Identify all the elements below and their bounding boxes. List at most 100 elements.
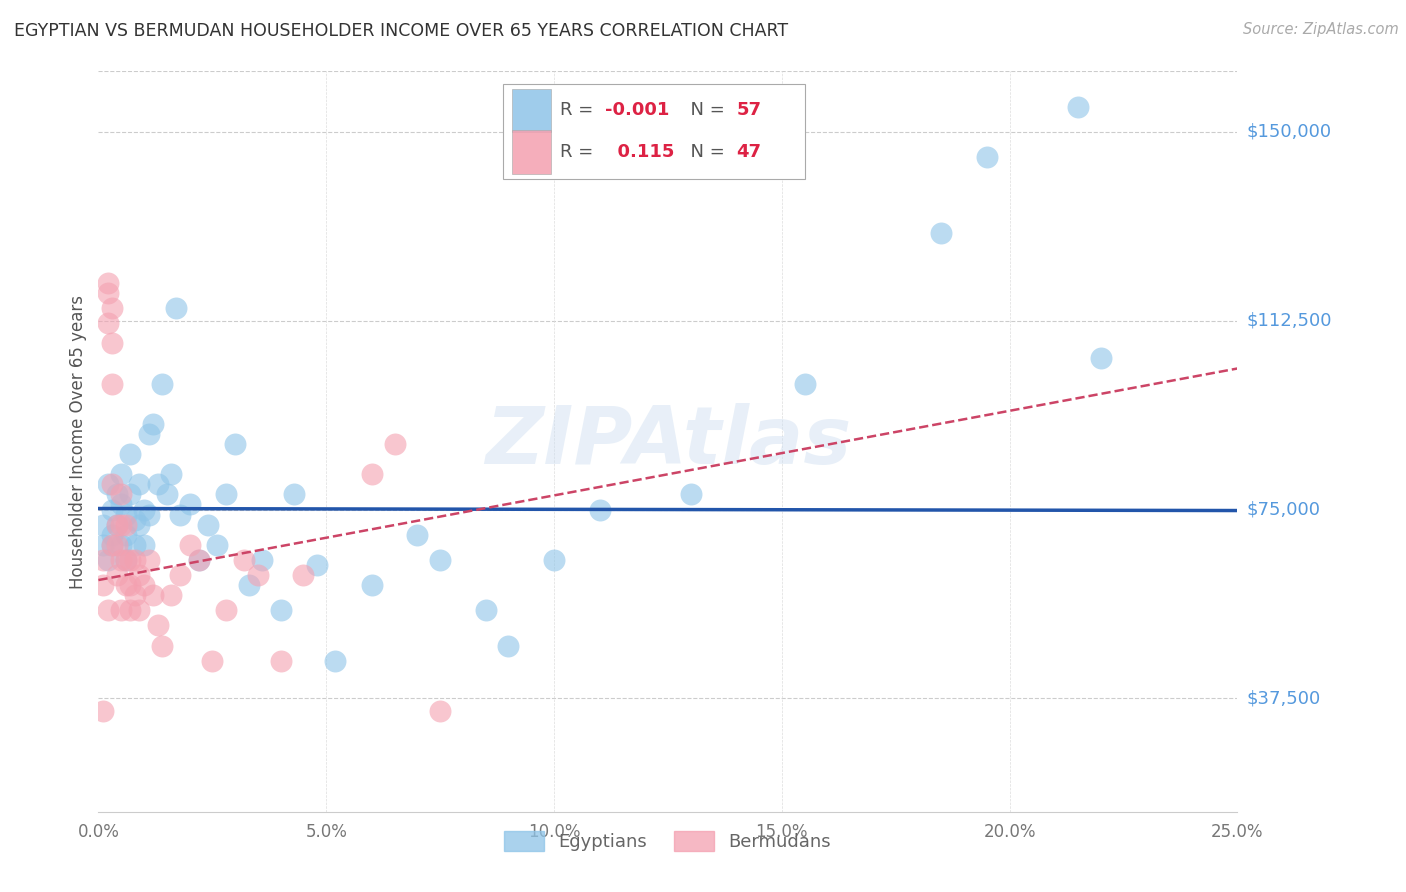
- Point: [110, 538, 132, 552]
- Point: [360, 467, 382, 482]
- Point: [128, 603, 150, 617]
- Point: [128, 517, 150, 532]
- Point: [96, 316, 118, 330]
- Point: [976, 150, 998, 164]
- Point: [1067, 100, 1090, 114]
- Point: [142, 588, 165, 602]
- Point: [238, 578, 260, 592]
- Point: [132, 578, 155, 592]
- Point: [307, 558, 329, 572]
- Point: [360, 578, 382, 592]
- Point: [197, 517, 219, 532]
- Point: [105, 517, 128, 532]
- Point: [101, 538, 124, 552]
- Point: [114, 553, 136, 567]
- Text: 47: 47: [737, 144, 761, 161]
- Text: 0.115: 0.115: [605, 144, 675, 161]
- Point: [105, 517, 128, 532]
- Point: [246, 568, 269, 582]
- Point: [429, 704, 451, 718]
- Point: [233, 553, 256, 567]
- Point: [101, 336, 124, 351]
- Point: [323, 654, 346, 668]
- Point: [101, 301, 124, 315]
- Point: [110, 487, 132, 501]
- Text: 57: 57: [737, 102, 761, 120]
- Point: [169, 508, 191, 522]
- Point: [105, 487, 128, 501]
- Point: [929, 226, 952, 240]
- Point: [429, 553, 451, 567]
- Y-axis label: Householder Income Over 65 years: Householder Income Over 65 years: [69, 294, 87, 589]
- Point: [110, 467, 132, 482]
- Point: [120, 553, 142, 567]
- Point: [1090, 351, 1112, 366]
- Point: [110, 498, 132, 512]
- Point: [124, 588, 146, 602]
- Point: [124, 513, 146, 527]
- Point: [146, 618, 169, 632]
- Point: [91, 538, 114, 552]
- Point: [179, 538, 201, 552]
- Legend: Egyptians, Bermudans: Egyptians, Bermudans: [498, 824, 838, 858]
- Text: $75,000: $75,000: [1246, 500, 1320, 518]
- Point: [224, 437, 246, 451]
- Point: [138, 508, 160, 522]
- Point: [110, 517, 132, 532]
- Point: [114, 517, 136, 532]
- Point: [114, 527, 136, 541]
- Point: [793, 376, 815, 391]
- Point: [110, 553, 132, 567]
- Point: [114, 508, 136, 522]
- Point: [187, 553, 209, 567]
- Text: EGYPTIAN VS BERMUDAN HOUSEHOLDER INCOME OVER 65 YEARS CORRELATION CHART: EGYPTIAN VS BERMUDAN HOUSEHOLDER INCOME …: [14, 22, 789, 40]
- Text: R =: R =: [560, 144, 599, 161]
- Point: [120, 447, 142, 461]
- Point: [105, 568, 128, 582]
- Point: [384, 437, 406, 451]
- Text: $112,500: $112,500: [1246, 311, 1331, 330]
- Text: -0.001: -0.001: [605, 102, 669, 120]
- Text: ZIPAtlas: ZIPAtlas: [485, 402, 851, 481]
- Point: [91, 578, 114, 592]
- Point: [91, 704, 114, 718]
- Point: [120, 603, 142, 617]
- Point: [150, 639, 173, 653]
- Point: [128, 477, 150, 491]
- Point: [270, 603, 292, 617]
- Point: [96, 553, 118, 567]
- Point: [283, 487, 305, 501]
- Point: [270, 654, 292, 668]
- Point: [160, 588, 183, 602]
- Point: [292, 568, 315, 582]
- Point: [128, 568, 150, 582]
- Point: [156, 487, 179, 501]
- FancyBboxPatch shape: [512, 88, 551, 132]
- Point: [91, 517, 114, 532]
- Point: [142, 417, 165, 431]
- Point: [679, 487, 702, 501]
- FancyBboxPatch shape: [512, 130, 551, 174]
- Point: [132, 538, 155, 552]
- Point: [165, 301, 187, 315]
- Point: [120, 487, 142, 501]
- Point: [101, 527, 124, 541]
- Point: [215, 603, 238, 617]
- Point: [252, 553, 274, 567]
- Point: [110, 603, 132, 617]
- Point: [96, 285, 118, 300]
- Text: $37,500: $37,500: [1246, 690, 1320, 707]
- Point: [138, 427, 160, 442]
- Point: [105, 538, 128, 552]
- Point: [96, 603, 118, 617]
- Point: [406, 527, 429, 541]
- Point: [187, 553, 209, 567]
- Point: [101, 376, 124, 391]
- Point: [101, 538, 124, 552]
- Text: R =: R =: [560, 102, 599, 120]
- Point: [160, 467, 183, 482]
- Point: [101, 502, 124, 516]
- Point: [146, 477, 169, 491]
- Text: Source: ZipAtlas.com: Source: ZipAtlas.com: [1243, 22, 1399, 37]
- Point: [201, 654, 224, 668]
